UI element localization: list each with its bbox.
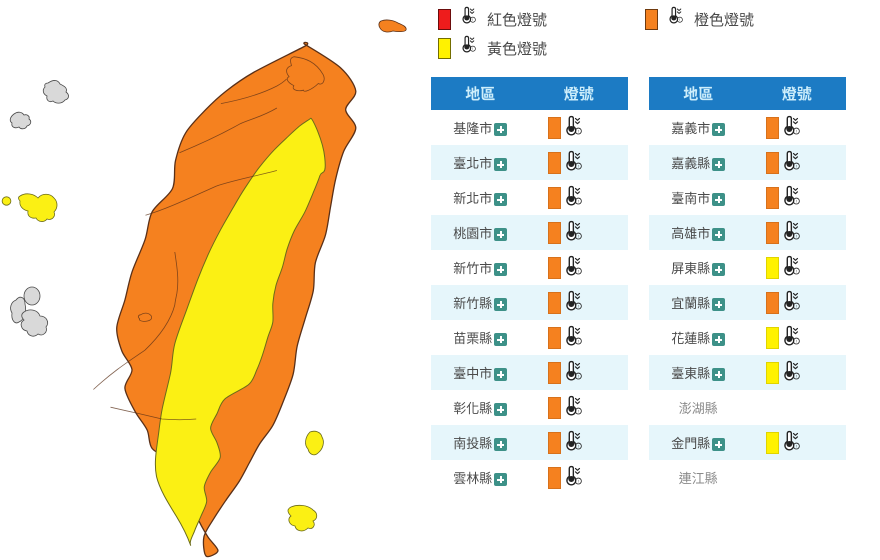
svg-text:!: ! bbox=[472, 18, 473, 22]
svg-text:!: ! bbox=[795, 305, 796, 309]
svg-text:!: ! bbox=[795, 130, 796, 134]
svg-text:!: ! bbox=[577, 445, 578, 449]
svg-text:!: ! bbox=[577, 270, 578, 274]
svg-text:!: ! bbox=[795, 235, 796, 239]
svg-text:!: ! bbox=[795, 270, 796, 274]
svg-text:!: ! bbox=[577, 340, 578, 344]
svg-text:!: ! bbox=[795, 375, 796, 379]
svg-text:!: ! bbox=[795, 445, 796, 449]
svg-text:!: ! bbox=[679, 18, 680, 22]
svg-text:!: ! bbox=[472, 47, 473, 51]
svg-text:!: ! bbox=[577, 410, 578, 414]
svg-text:!: ! bbox=[577, 480, 578, 484]
svg-text:!: ! bbox=[577, 375, 578, 379]
svg-text:!: ! bbox=[577, 165, 578, 169]
svg-text:!: ! bbox=[577, 235, 578, 239]
svg-text:!: ! bbox=[577, 200, 578, 204]
svg-text:!: ! bbox=[795, 340, 796, 344]
svg-text:!: ! bbox=[795, 165, 796, 169]
svg-text:!: ! bbox=[795, 200, 796, 204]
svg-text:!: ! bbox=[577, 305, 578, 309]
svg-text:!: ! bbox=[577, 130, 578, 134]
